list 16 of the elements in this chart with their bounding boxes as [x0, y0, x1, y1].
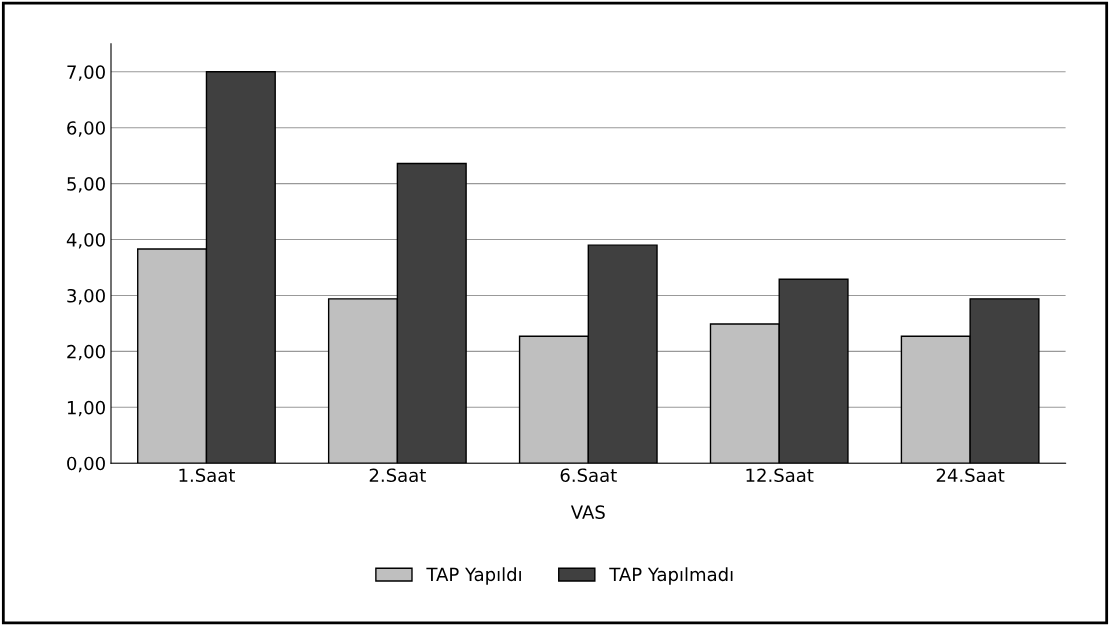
y-tick-label: 3,00 — [67, 288, 105, 305]
y-tick-label: 6,00 — [67, 121, 105, 137]
x-tick-label: 6.Saat — [560, 468, 617, 483]
legend-label: TAP Yapıldı — [426, 567, 521, 585]
y-tick-label: 0,00 — [67, 456, 105, 473]
y-tick-label: 5,00 — [67, 177, 105, 193]
y-tick-label: 1,00 — [67, 400, 105, 417]
x-tick-label: 2.Saat — [369, 468, 426, 483]
x-axis-title: VAS — [570, 505, 605, 519]
legend-label: TAP Yapılmadı — [609, 567, 733, 585]
y-tick-label: 4,00 — [66, 233, 105, 249]
y-tick-label: 2,00 — [67, 344, 105, 361]
x-tick-label: 12.Saat — [746, 468, 814, 483]
y-tick-label: 7,00 — [67, 65, 105, 81]
x-tick-label: 24.Saat — [936, 468, 1005, 483]
x-tick-label: 1.Saat — [179, 468, 235, 483]
